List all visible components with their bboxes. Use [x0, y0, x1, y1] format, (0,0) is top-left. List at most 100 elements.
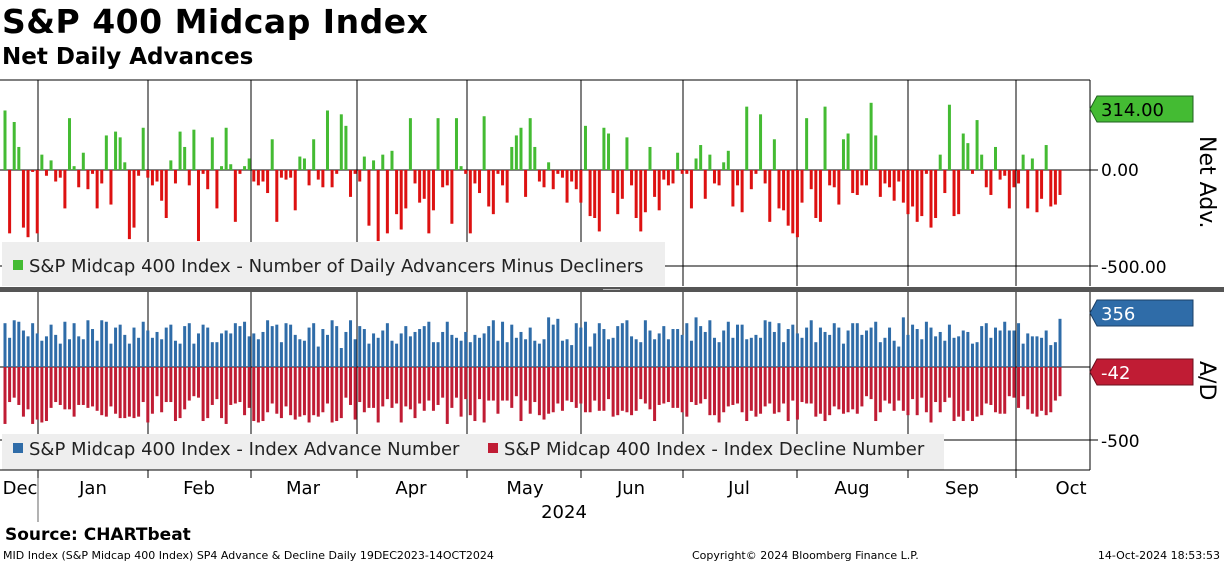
net-bar [537, 170, 541, 182]
decline-bar [422, 367, 426, 411]
decline-bar [961, 367, 965, 422]
decline-bar [63, 367, 67, 410]
advance-bar [579, 327, 583, 367]
net-bar [436, 118, 440, 170]
net-bar [316, 170, 320, 180]
decline-bar [54, 367, 58, 403]
advance-bar [372, 333, 376, 367]
decline-bar [630, 367, 634, 416]
advance-bar [109, 343, 113, 367]
decline-bar [247, 367, 251, 408]
decline-bar [109, 367, 113, 407]
decline-bar [330, 367, 334, 423]
advance-bar [620, 323, 624, 367]
advance-bar [215, 342, 219, 367]
decline-bar [127, 367, 131, 417]
decline-bar [782, 367, 786, 404]
advance-bar [224, 330, 228, 367]
net-bar [883, 170, 887, 184]
advance-bar [920, 339, 924, 367]
decline-bar [339, 367, 343, 419]
advance-bar [759, 337, 763, 367]
net-bar [519, 127, 523, 170]
advance-bar [542, 339, 546, 367]
net-bar [943, 170, 947, 194]
net-bar [823, 106, 827, 170]
footer-description: MID Index (S&P Midcap 400 Index) SP4 Adv… [3, 549, 494, 562]
advance-bar [551, 324, 555, 367]
advance-bar [436, 342, 440, 367]
net-bar [841, 139, 845, 170]
advance-bar [21, 330, 25, 367]
net-bar [395, 170, 399, 215]
advance-bar [146, 330, 150, 367]
net-bar [408, 118, 412, 170]
decline-bar [459, 367, 463, 417]
decline-bar [671, 367, 675, 408]
decline-bar [201, 367, 205, 422]
advance-bar [998, 330, 1002, 367]
net-bar [860, 170, 864, 186]
net-bar [169, 160, 173, 170]
net-bar [266, 170, 270, 194]
net-bar [929, 170, 933, 228]
decline-bar [1003, 367, 1007, 414]
decline-bar [800, 367, 804, 403]
decline-bar [855, 367, 859, 414]
advance-bar [749, 337, 753, 367]
net-bar [772, 139, 776, 170]
x-month-label: Mar [286, 478, 321, 499]
advance-bar [514, 337, 518, 367]
decline-bar [934, 367, 938, 403]
decline-bar [901, 367, 905, 411]
advance-bar [814, 342, 818, 367]
decline-bar [510, 367, 514, 408]
net-bar [1049, 170, 1053, 207]
decline-bar [220, 367, 224, 419]
decline-bar [372, 367, 376, 408]
net-bar [574, 170, 578, 190]
net-bar [805, 118, 809, 170]
net-bar [1035, 170, 1039, 213]
net-bar [782, 170, 786, 211]
decline-bar [593, 367, 597, 401]
decline-bar [860, 367, 864, 407]
net-bar [164, 170, 168, 218]
decline-bar [473, 367, 477, 422]
decline-bar [325, 367, 329, 404]
page-title: S&P 400 Midcap Index [2, 2, 429, 41]
net-bar [800, 170, 804, 203]
advance-bar [662, 326, 666, 367]
net-bar [970, 170, 974, 174]
advance-bar [680, 334, 684, 367]
x-axis: Dec Jan Feb Mar Apr May Jun Jul Aug Sep Oct 2024 [0, 469, 1090, 523]
decline-bar [662, 367, 666, 404]
advance-bar [261, 331, 265, 367]
net-bar [173, 170, 177, 184]
advance-bar [791, 324, 795, 367]
decline-bar [445, 367, 449, 424]
decline-bar [565, 367, 569, 401]
decline-bar [777, 367, 781, 413]
advance-bar [860, 334, 864, 367]
decline-bar [791, 367, 795, 401]
net-bar [712, 170, 716, 184]
net-bar [565, 170, 569, 203]
decline-bar [1053, 367, 1057, 401]
net-bar [464, 170, 468, 174]
net-bar [114, 131, 118, 170]
decline-bar [104, 367, 108, 417]
net-bar [911, 170, 915, 207]
advance-bar [468, 342, 472, 367]
decline-bar [77, 367, 81, 405]
net-bar [376, 170, 380, 242]
decline-bar [814, 367, 818, 417]
advance-bar [565, 339, 569, 367]
decline-bar [998, 367, 1002, 414]
net-bar [547, 162, 551, 170]
net-bar [454, 118, 458, 170]
net-bar [146, 170, 150, 178]
net-bar [680, 170, 684, 174]
decline-bar [427, 367, 431, 401]
decline-bar [745, 367, 749, 422]
